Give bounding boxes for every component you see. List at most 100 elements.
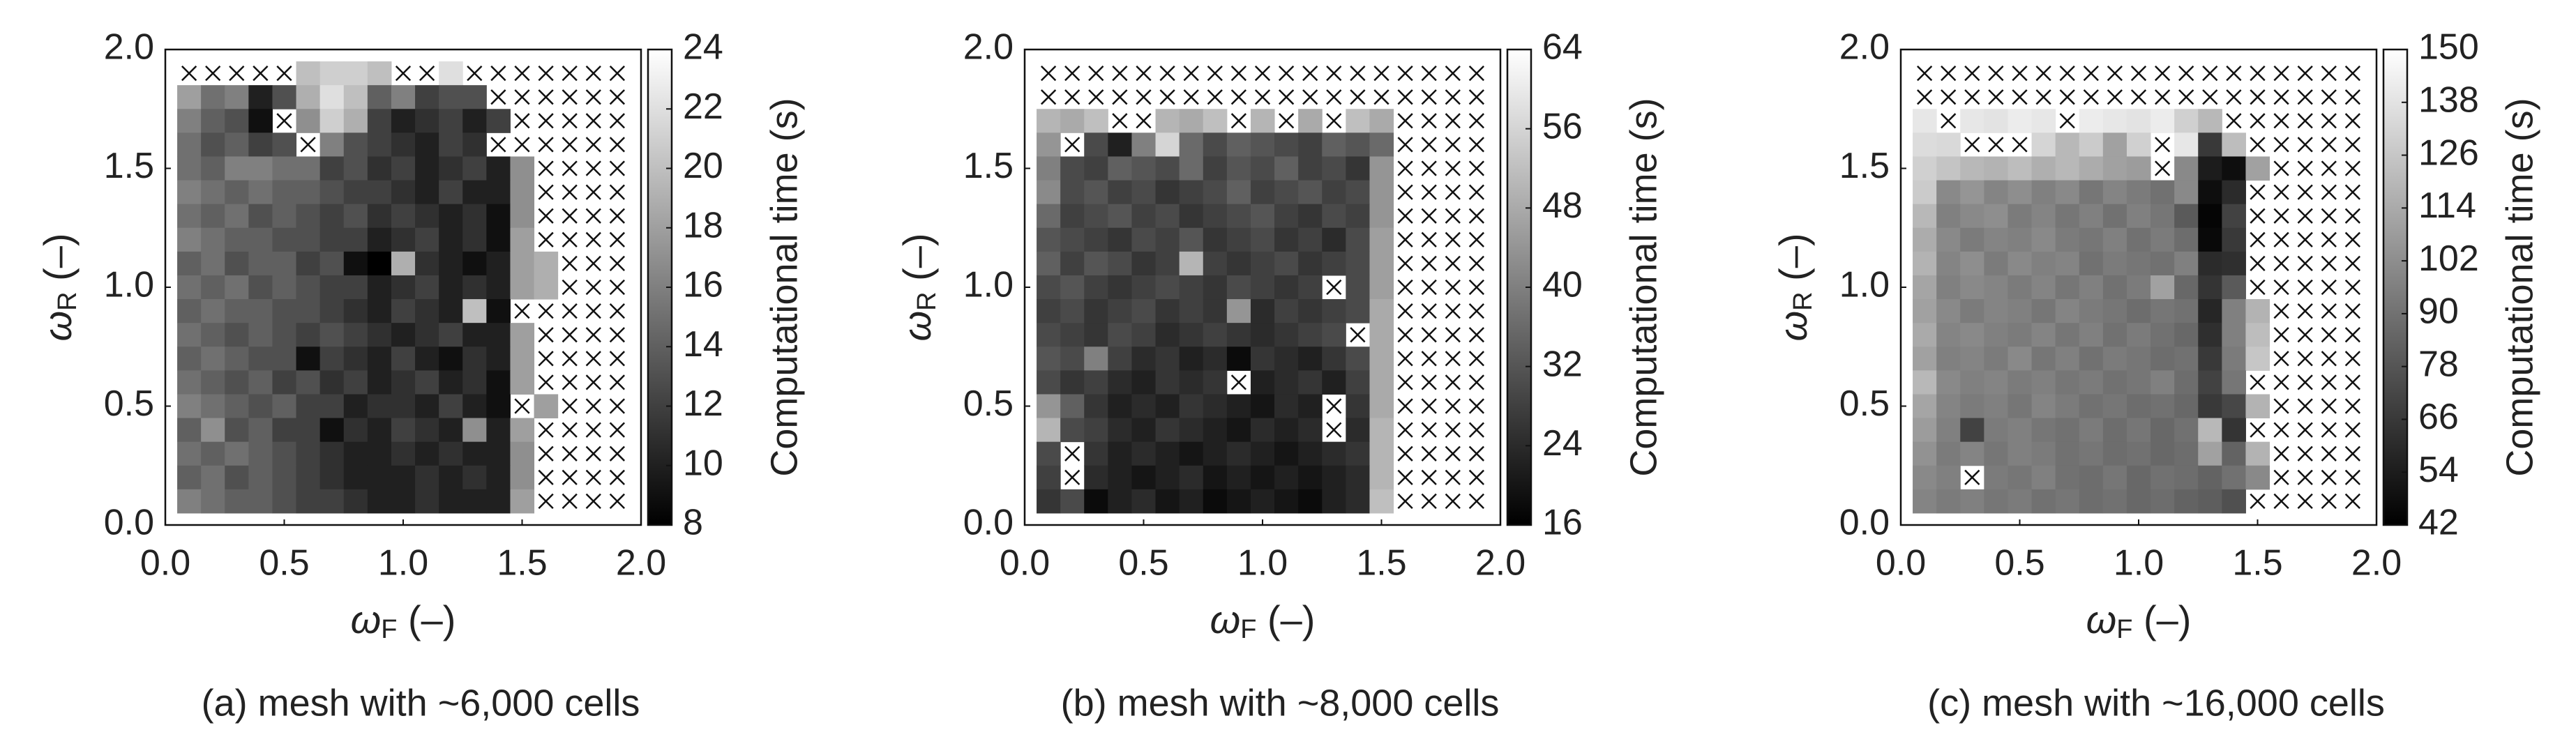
cross-stroke xyxy=(2297,398,2313,414)
heatmap-cell xyxy=(225,227,249,252)
heatmap-cell xyxy=(225,441,249,466)
heatmap-cell xyxy=(2198,489,2222,514)
failed-case-cross xyxy=(2344,446,2361,462)
failed-case-cross xyxy=(181,65,197,82)
failed-case-cross xyxy=(395,65,412,82)
failed-case-cross xyxy=(1397,398,1413,414)
failed-case-cross xyxy=(562,446,578,462)
cross-stroke xyxy=(1445,65,1461,82)
cross-stroke xyxy=(2130,65,2147,82)
heatmap-cell xyxy=(1179,227,1204,252)
cross-stroke xyxy=(1445,303,1461,319)
cross-stroke xyxy=(2344,89,2361,105)
cross-stroke xyxy=(490,89,506,105)
heatmap-cell xyxy=(1346,418,1370,443)
cross-stroke xyxy=(1397,303,1413,319)
heatmap-cell xyxy=(439,275,463,300)
failed-case-cross xyxy=(2273,89,2289,105)
heatmap-cell xyxy=(1155,323,1180,347)
heatmap-cell xyxy=(391,156,416,181)
heatmap-cell xyxy=(296,109,321,133)
heatmap-cell xyxy=(272,180,297,205)
failed-case-cross xyxy=(2321,303,2337,319)
failed-case-cross xyxy=(2321,231,2337,248)
cross-stroke xyxy=(1326,89,1342,105)
heatmap-cell xyxy=(2174,156,2199,181)
heatmap-cell xyxy=(391,132,416,157)
cross-stroke xyxy=(1159,65,1175,82)
heatmap-cell xyxy=(2198,251,2222,276)
cross-stroke xyxy=(585,160,601,176)
heatmap-cell xyxy=(510,489,535,514)
heatmap-cell xyxy=(1298,370,1323,395)
heatmap-cell xyxy=(462,180,487,205)
heatmap-cell xyxy=(1155,299,1180,323)
cross-stroke xyxy=(2297,231,2313,248)
heatmap-cell xyxy=(2126,370,2151,395)
heatmap-cell xyxy=(2079,227,2104,252)
heatmap-cell xyxy=(319,394,345,419)
cross-stroke xyxy=(2297,137,2313,153)
heatmap-cell xyxy=(1179,132,1204,157)
cross-stroke xyxy=(1397,493,1413,510)
failed-case-cross xyxy=(1421,208,1437,224)
heatmap-cell xyxy=(1960,180,1984,205)
x-tick-label: 1.5 xyxy=(497,543,547,584)
failed-case-cross xyxy=(1468,208,1485,224)
heatmap-cell xyxy=(415,465,439,490)
heatmap-cell xyxy=(1203,156,1228,181)
heatmap-cell xyxy=(391,227,416,252)
cross-stroke xyxy=(538,208,554,224)
heatmap-cell xyxy=(343,394,368,419)
heatmap-cell xyxy=(1084,299,1108,323)
heatmap-cell xyxy=(272,85,297,109)
heatmap-cell xyxy=(1936,441,1961,466)
x-tick-label: 2.0 xyxy=(1475,543,1526,584)
label-symbol: ω xyxy=(351,597,382,641)
cross-stroke xyxy=(562,113,578,129)
heatmap-cell xyxy=(1108,394,1132,419)
heatmap-cell xyxy=(367,156,392,181)
cross-stroke xyxy=(2273,374,2289,390)
heatmap-cell xyxy=(1131,347,1157,371)
heatmap-cell xyxy=(1203,418,1228,443)
cross-stroke xyxy=(2226,65,2242,82)
heatmap-cell xyxy=(1155,418,1180,443)
cross-stroke xyxy=(1964,89,1980,105)
heatmap-cell xyxy=(1984,441,2008,466)
failed-case-cross xyxy=(2344,89,2361,105)
cross-stroke xyxy=(2321,255,2337,272)
failed-case-cross xyxy=(562,255,578,272)
failed-case-cross xyxy=(562,374,578,390)
failed-case-cross xyxy=(1136,113,1152,129)
heatmap-cell xyxy=(486,418,511,443)
cross-stroke xyxy=(1468,351,1485,367)
failed-case-cross xyxy=(562,303,578,319)
heatmap-cell xyxy=(319,465,345,490)
heatmap-cell xyxy=(1037,204,1061,229)
heatmap-cell xyxy=(462,275,487,300)
heatmap-cell xyxy=(319,418,345,443)
heatmap-cell xyxy=(1131,299,1157,323)
cross-stroke xyxy=(2250,113,2266,129)
heatmap-cell xyxy=(2151,109,2175,133)
heatmap-cell xyxy=(1960,394,1984,419)
failed-case-cross xyxy=(2297,422,2313,438)
heatmap-cell xyxy=(1037,489,1061,514)
cross-stroke xyxy=(1941,113,1957,129)
heatmap-cell xyxy=(2031,489,2056,514)
cross-stroke xyxy=(1445,160,1461,176)
heatmap-cell xyxy=(319,85,345,109)
heatmap-cell xyxy=(296,227,321,252)
cross-stroke xyxy=(609,303,626,319)
heatmap-cell xyxy=(225,180,249,205)
heatmap-cell xyxy=(1060,204,1085,229)
heatmap-cell xyxy=(2055,251,2080,276)
cross-stroke xyxy=(585,469,601,485)
heatmap-cell xyxy=(1274,370,1299,395)
cross-stroke xyxy=(609,89,626,105)
heatmap-cell xyxy=(1226,465,1251,490)
heatmap-cell xyxy=(2102,370,2127,395)
failed-case-cross xyxy=(2250,231,2266,248)
heatmap-cell xyxy=(1179,394,1204,419)
